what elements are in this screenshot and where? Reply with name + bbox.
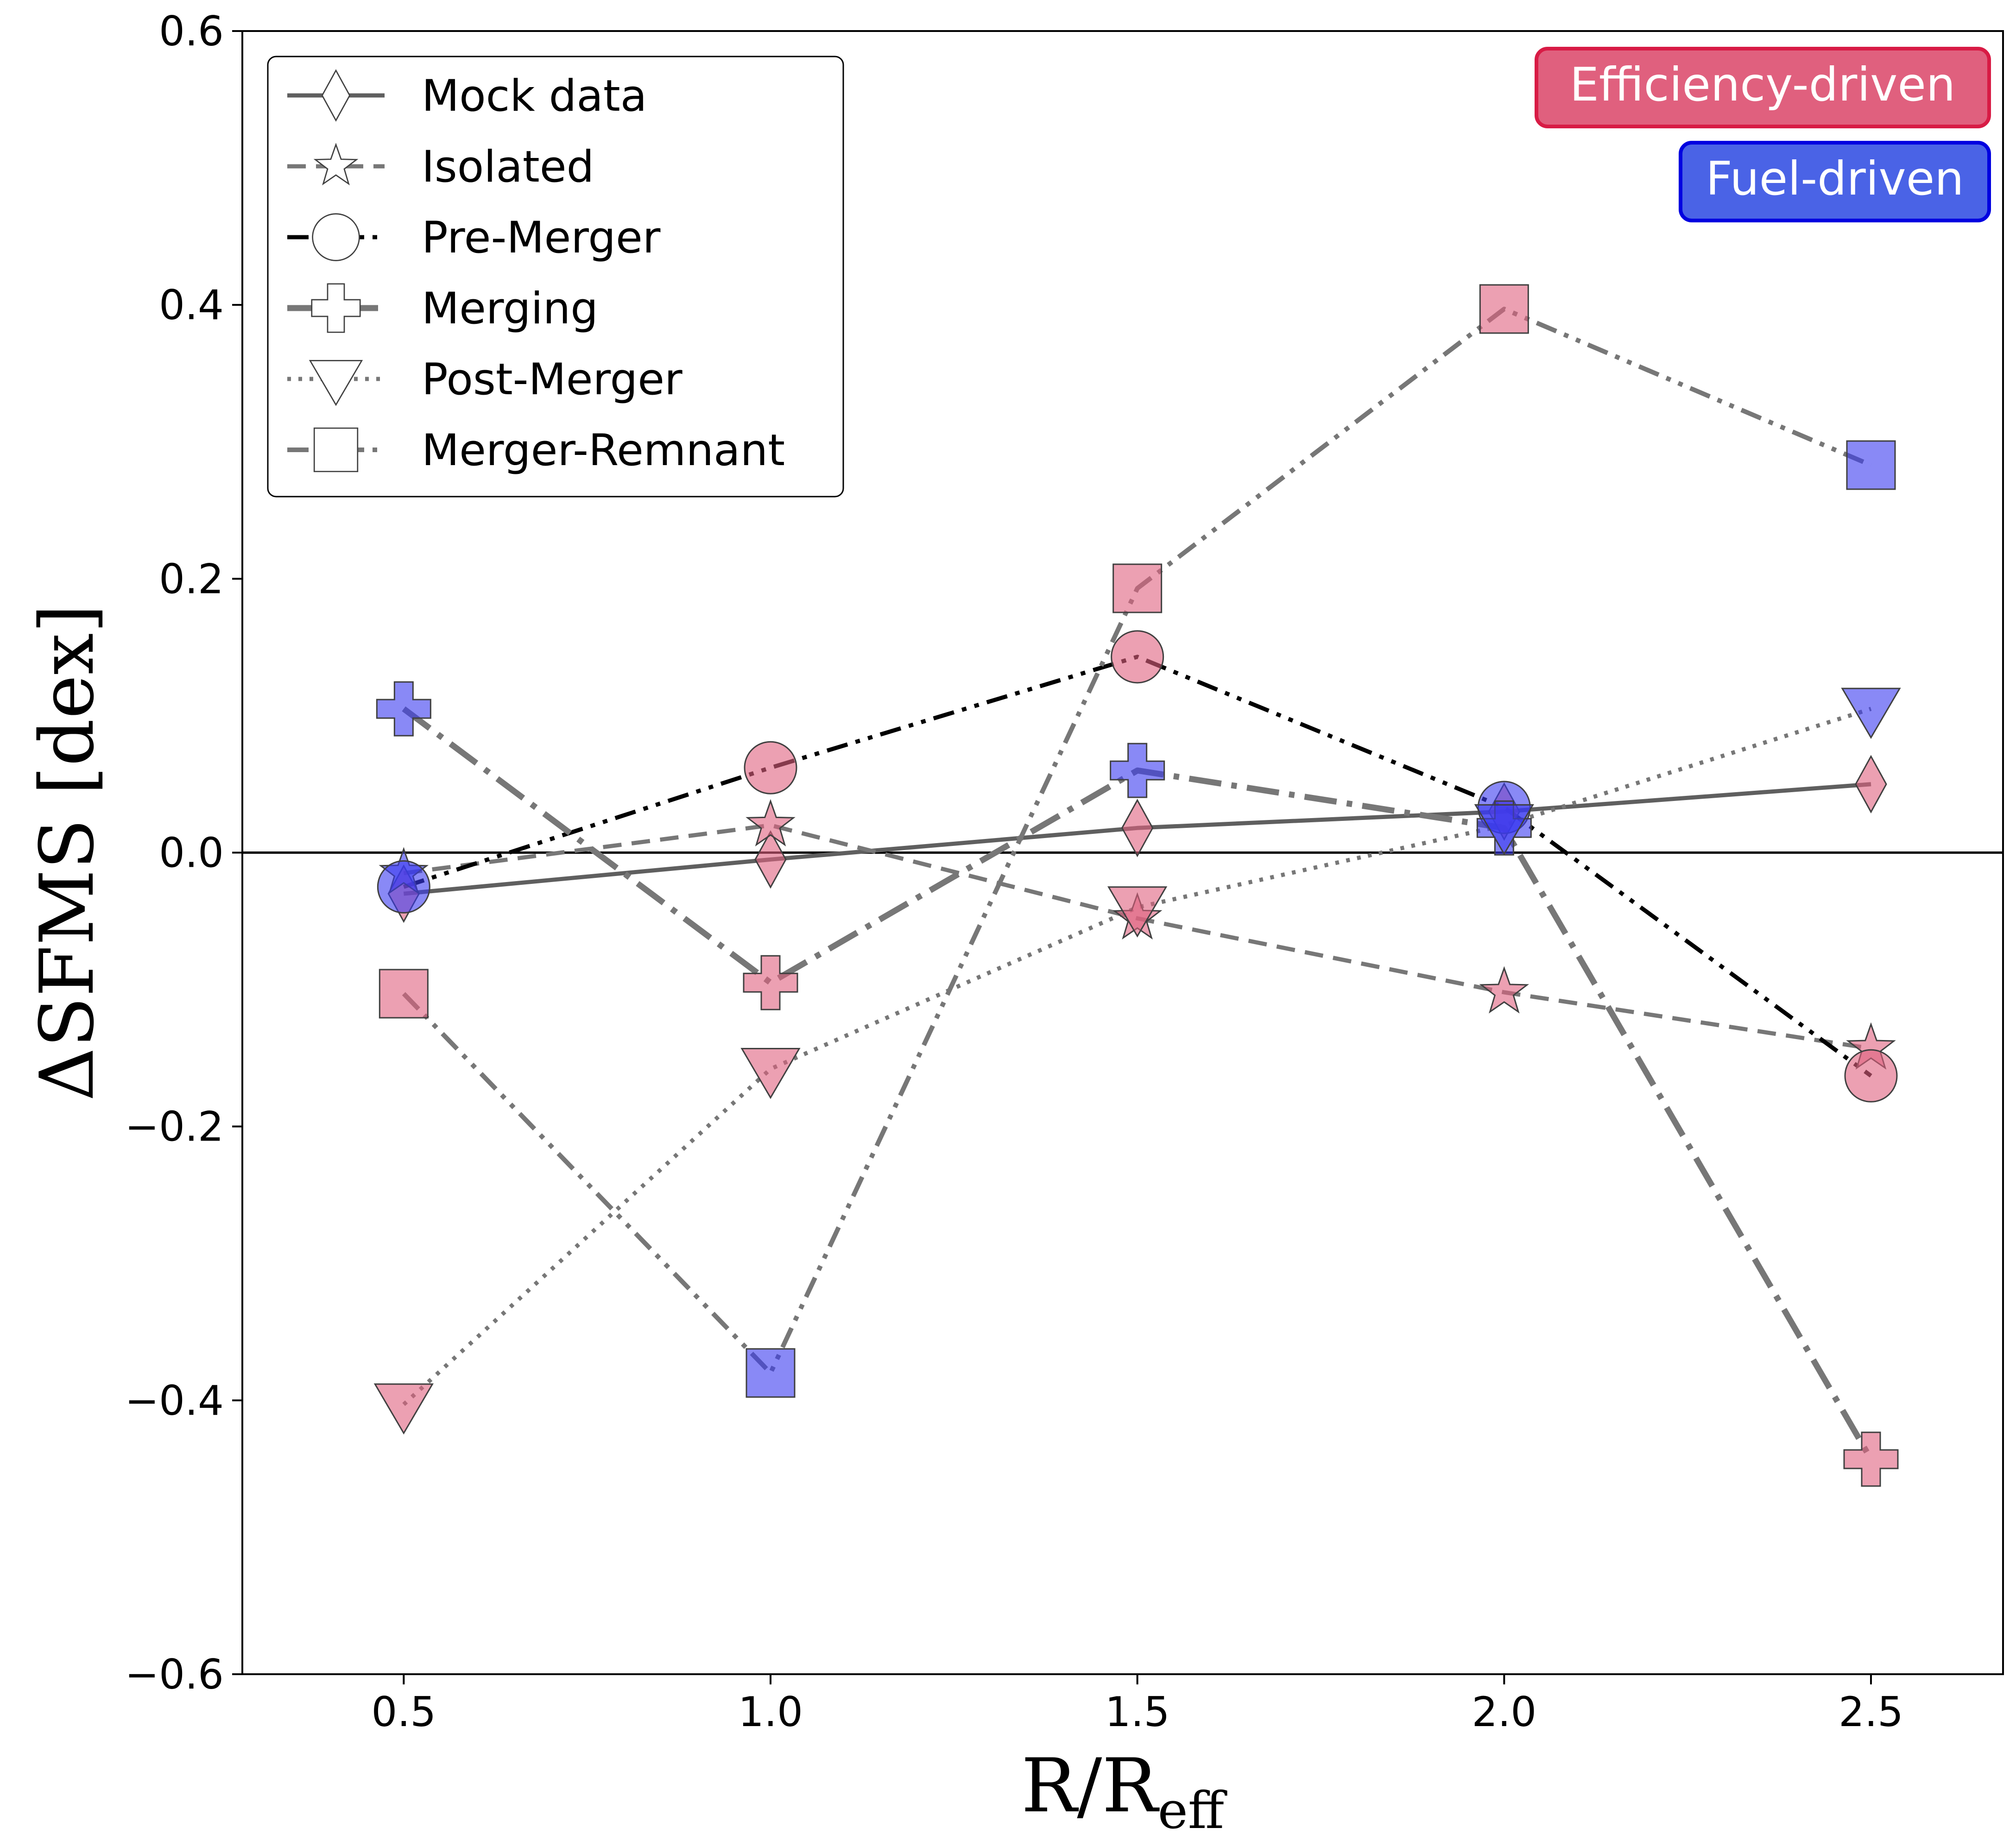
data-point-mock-data	[1855, 755, 1887, 813]
x-tick-label: 1.5	[1105, 1688, 1170, 1736]
data-point-mock-data	[754, 830, 787, 889]
data-point-mock-data	[1121, 799, 1154, 857]
data-point-post-merger	[740, 1048, 801, 1099]
data-point-pre-merger	[1111, 630, 1164, 684]
legend-marker-post-merger	[309, 360, 363, 406]
y-tick-label: −0.4	[125, 1377, 224, 1425]
fuel-driven-box	[1679, 141, 1991, 222]
efficiency-driven-box	[1535, 47, 1991, 128]
data-point-merger-remnant	[1846, 440, 1896, 490]
data-point-pre-merger	[1844, 1049, 1898, 1103]
data-point-post-merger	[1474, 804, 1534, 856]
legend-marker-merging	[311, 283, 361, 333]
y-tick-label: 0.0	[159, 829, 224, 877]
data-point-merger-remnant	[1479, 284, 1529, 334]
series-layer	[242, 284, 2003, 1487]
legend-marker-pre-merger	[312, 213, 360, 261]
fuel-driven-label: Fuel-driven	[1706, 151, 1964, 206]
legend-label-isolated: Isolated	[422, 142, 594, 192]
x-axis-label-subscript: eff	[1158, 1781, 1227, 1840]
x-axis-label: R/Reff	[1021, 1742, 1227, 1840]
data-point-merging	[1843, 1431, 1899, 1487]
legend-label-post-merger: Post-Merger	[422, 354, 683, 405]
data-point-pre-merger	[377, 860, 430, 914]
data-point-merger-remnant	[379, 969, 429, 1019]
data-point-post-merger	[1107, 886, 1168, 938]
data-point-merger-remnant	[1112, 563, 1163, 613]
data-point-merging	[1110, 743, 1165, 798]
data-point-merger-remnant	[746, 1348, 796, 1398]
y-tick-label: −0.6	[125, 1651, 224, 1698]
y-tick-label: −0.2	[125, 1103, 224, 1151]
data-point-merging	[743, 955, 798, 1010]
legend-marker-merger-remnant	[313, 427, 359, 473]
legend-label-merging: Merging	[422, 284, 598, 334]
x-axis-label-main: R/R	[1021, 1742, 1160, 1829]
x-tick-label: 2.5	[1839, 1688, 1903, 1736]
legend-marker-mock-data	[321, 69, 351, 122]
data-point-pre-merger	[744, 741, 797, 794]
annotations: Efficiency-driven Fuel-driven	[1535, 47, 1991, 222]
legend-label-mock-data: Mock data	[422, 71, 647, 121]
legend: Mock data Isolated Pre-Merger Merging Post-M…	[267, 56, 844, 498]
y-axis-label: ΔSFMS [dex]	[24, 604, 110, 1101]
data-point-merging	[376, 681, 431, 737]
series-line-post-merger	[402, 706, 1872, 1406]
y-tick-label: 0.2	[159, 555, 224, 603]
data-point-isolated	[746, 799, 796, 847]
data-point-post-merger	[1841, 687, 1901, 739]
x-tick-label: 2.0	[1472, 1688, 1536, 1736]
legend-marker-isolated	[313, 143, 359, 186]
x-tick-label: 0.5	[371, 1688, 436, 1736]
data-point-isolated	[1479, 966, 1529, 1014]
legend-box	[267, 56, 844, 498]
legend-label-pre-merger: Pre-Merger	[422, 213, 661, 263]
legend-label-merger-remnant: Merger-Remnant	[422, 425, 785, 476]
y-tick-label: 0.6	[159, 7, 224, 55]
y-tick-label: 0.4	[159, 281, 224, 329]
axes-layer: 0.5 1.0 1.5 2.0 2.5 −0.6 −0.4 −0.2 0.0 0.2 0.4 0.6 R…	[24, 7, 2004, 1840]
x-tick-label: 1.0	[738, 1688, 803, 1736]
data-point-post-merger	[373, 1383, 434, 1435]
efficiency-driven-label: Efficiency-driven	[1570, 57, 1955, 112]
